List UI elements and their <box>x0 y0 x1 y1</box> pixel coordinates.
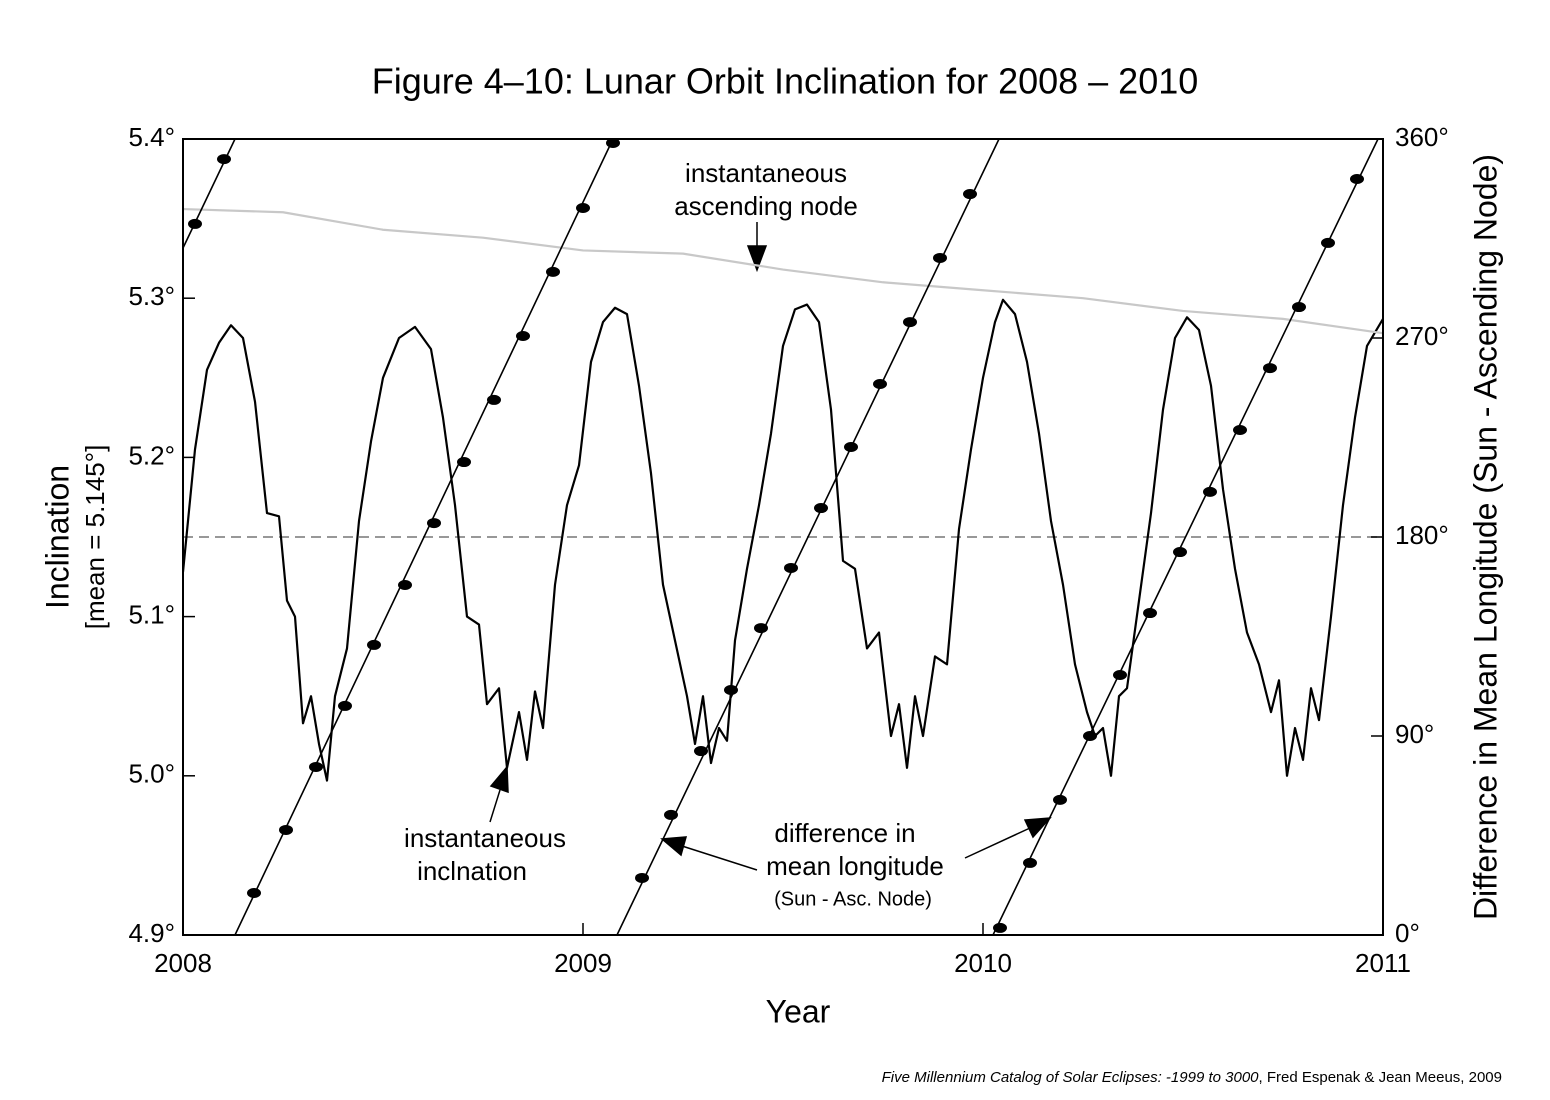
y2-tick-label: 180° <box>1395 520 1449 550</box>
data-point <box>367 639 381 650</box>
y-tick-label: 5.4° <box>128 122 175 152</box>
footer: Five Millennium Catalog of Solar Eclipse… <box>882 1069 1502 1086</box>
y-tick-label: 5.0° <box>128 759 175 789</box>
chart-title: Figure 4–10: Lunar Orbit Inclination for… <box>372 61 1199 102</box>
y-tick-label: 4.9° <box>128 918 175 948</box>
data-point <box>516 331 530 342</box>
data-point <box>1023 857 1037 868</box>
arrow <box>681 845 758 871</box>
data-line <box>183 207 1383 335</box>
arrowhead <box>660 836 688 857</box>
annotation-text: difference in <box>774 818 915 848</box>
data-point <box>1321 237 1335 248</box>
data-point <box>993 922 1007 933</box>
data-point <box>664 809 678 820</box>
data-point <box>963 189 977 200</box>
annotation-text: mean longitude <box>766 851 944 881</box>
data-point <box>398 579 412 590</box>
arrowhead <box>489 765 509 794</box>
annotations: instantaneous ascending node instantaneo… <box>404 158 944 910</box>
arrowhead <box>746 245 768 273</box>
data-point <box>217 154 231 165</box>
data-point <box>546 266 560 277</box>
data-point <box>1143 608 1157 619</box>
annotation-text: inclnation <box>417 856 527 886</box>
y-axis-label: Inclination <box>39 465 75 609</box>
x-tick-label: 2011 <box>1355 948 1411 978</box>
y2-tick-label: 360° <box>1395 122 1449 152</box>
data-point <box>576 202 590 213</box>
data-point <box>873 378 887 389</box>
data-point <box>1113 669 1127 680</box>
data-point <box>933 252 947 263</box>
data-point <box>338 700 352 711</box>
arrow <box>964 827 1031 859</box>
data-point <box>606 139 620 148</box>
annotation-arrows <box>489 222 1052 871</box>
x-axis-label: Year <box>766 993 831 1029</box>
data-point <box>1233 424 1247 435</box>
data-point <box>279 824 293 835</box>
data-point <box>247 887 261 898</box>
data-point <box>1350 174 1364 185</box>
plot-area <box>183 139 1383 935</box>
y2-tick-label: 270° <box>1395 321 1449 351</box>
x-tick-label: 2010 <box>954 948 1012 978</box>
data-point <box>427 518 441 529</box>
footer-authors: , Fred Espenak & Jean Meeus, 2009 <box>1259 1069 1502 1086</box>
y2-axis-label: Difference in Mean Longitude (Sun - Asce… <box>1467 154 1503 920</box>
data-point <box>1053 794 1067 805</box>
annotation-text: (Sun - Asc. Node) <box>774 888 932 910</box>
y-tick-label: 5.1° <box>128 599 175 629</box>
arrow <box>489 789 501 823</box>
data-point <box>1083 731 1097 741</box>
footer-source: Five Millennium Catalog of Solar Eclipse… <box>882 1069 1260 1086</box>
data-line <box>183 139 1379 935</box>
data-point <box>487 394 501 405</box>
data-point <box>784 562 798 573</box>
data-point <box>188 218 202 229</box>
x-tick-label: 2008 <box>154 948 212 978</box>
data-point <box>903 317 917 328</box>
data-point <box>635 872 649 883</box>
data-line <box>183 298 1383 782</box>
data-point <box>1203 486 1217 497</box>
data-point <box>754 623 768 634</box>
data-point <box>457 457 471 468</box>
y-axis-sublabel: [mean = 5.145°] <box>80 445 110 630</box>
y2-tick-label: 90° <box>1395 719 1434 749</box>
annotation-text: instantaneous <box>404 823 566 853</box>
y2-tick-label: 0° <box>1395 918 1420 948</box>
data-point <box>724 685 738 696</box>
data-point <box>1173 547 1187 558</box>
data-point <box>1263 363 1277 374</box>
y-tick-label: 5.3° <box>128 281 175 311</box>
data-point <box>844 442 858 453</box>
data-point <box>814 503 828 514</box>
data-point <box>309 761 323 772</box>
x-tick-label: 2009 <box>554 948 612 978</box>
annotation-text: instantaneous <box>685 158 847 188</box>
y-tick-label: 5.2° <box>128 440 175 470</box>
data-point <box>1292 302 1306 313</box>
data-point <box>694 746 708 757</box>
annotation-text: ascending node <box>674 191 858 221</box>
arrowhead <box>1023 817 1052 839</box>
